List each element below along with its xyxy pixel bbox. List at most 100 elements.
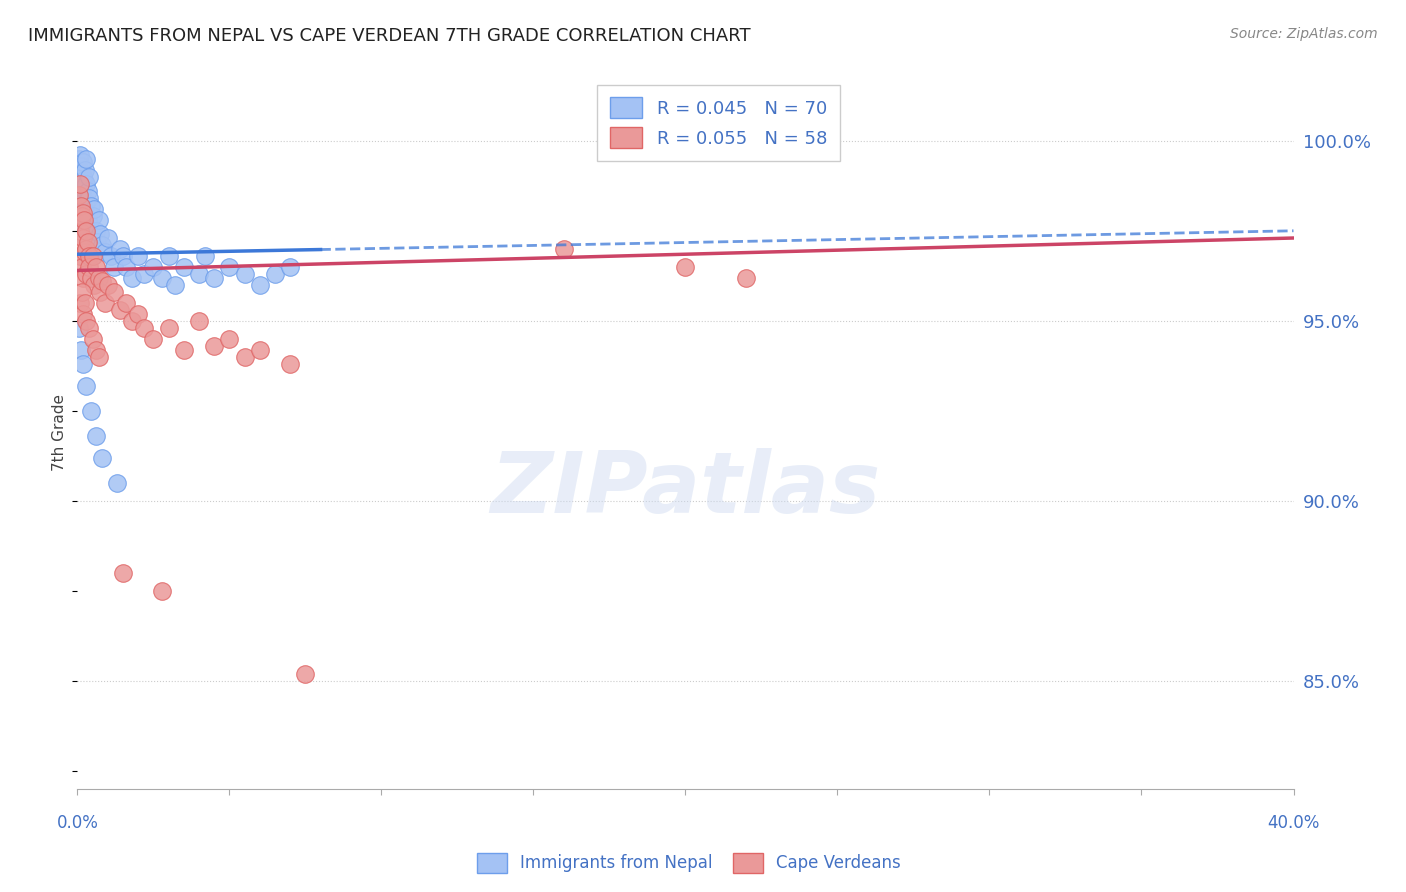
Point — [73, 213, 96, 227]
Point — [105, 476, 128, 491]
Point — [157, 249, 180, 263]
Text: ZIPatlas: ZIPatlas — [491, 448, 880, 532]
Point — [163, 277, 186, 292]
Point — [67, 177, 90, 191]
Point — [72, 270, 94, 285]
Point — [80, 404, 103, 418]
Point — [93, 296, 115, 310]
Point — [100, 249, 122, 263]
Point — [69, 177, 91, 191]
Point — [121, 314, 143, 328]
Point — [90, 450, 112, 465]
Point — [157, 321, 180, 335]
Point — [83, 277, 105, 292]
Point — [97, 231, 120, 245]
Point — [72, 180, 94, 194]
Text: IMMIGRANTS FROM NEPAL VS CAPE VERDEAN 7TH GRADE CORRELATION CHART: IMMIGRANTS FROM NEPAL VS CAPE VERDEAN 7T… — [28, 27, 751, 45]
Text: 40.0%: 40.0% — [1267, 814, 1320, 831]
Point — [87, 270, 110, 285]
Point — [194, 249, 217, 263]
Point — [79, 191, 101, 205]
Point — [70, 198, 93, 212]
Point — [134, 321, 156, 335]
Point — [97, 277, 120, 292]
Point — [218, 332, 240, 346]
Point — [69, 206, 91, 220]
Point — [83, 202, 105, 216]
Point — [115, 260, 138, 274]
Point — [67, 224, 90, 238]
Point — [79, 321, 101, 335]
Point — [70, 285, 93, 299]
Point — [553, 242, 575, 256]
Point — [84, 260, 107, 274]
Point — [89, 227, 111, 242]
Point — [218, 260, 240, 274]
Point — [73, 202, 96, 216]
Point — [89, 285, 111, 299]
Point — [75, 314, 97, 328]
Legend: R = 0.045   N = 70, R = 0.055   N = 58: R = 0.045 N = 70, R = 0.055 N = 58 — [598, 85, 839, 161]
Point — [73, 245, 96, 260]
Point — [69, 296, 91, 310]
Point — [67, 235, 90, 249]
Point — [73, 296, 96, 310]
Point — [142, 332, 165, 346]
Point — [75, 177, 97, 191]
Point — [70, 260, 93, 274]
Point — [67, 187, 90, 202]
Point — [111, 249, 134, 263]
Point — [70, 210, 93, 224]
Point — [72, 194, 94, 209]
Point — [80, 198, 103, 212]
Point — [103, 260, 125, 274]
Point — [233, 350, 256, 364]
Point — [79, 260, 101, 274]
Point — [75, 378, 97, 392]
Text: 0.0%: 0.0% — [56, 814, 98, 831]
Point — [87, 350, 110, 364]
Point — [72, 155, 94, 169]
Point — [70, 184, 93, 198]
Point — [69, 321, 91, 335]
Point — [82, 210, 104, 224]
Point — [77, 169, 100, 184]
Point — [77, 249, 100, 263]
Legend: Immigrants from Nepal, Cape Verdeans: Immigrants from Nepal, Cape Verdeans — [471, 847, 907, 880]
Point — [152, 584, 174, 599]
Point — [82, 249, 104, 263]
Point — [108, 303, 131, 318]
Point — [79, 217, 101, 231]
Point — [69, 224, 91, 238]
Point — [72, 307, 94, 321]
Point — [202, 270, 225, 285]
Point — [142, 260, 165, 274]
Point — [75, 194, 97, 209]
Point — [188, 314, 211, 328]
Point — [77, 213, 100, 227]
Point — [80, 270, 103, 285]
Point — [75, 242, 97, 256]
Point — [69, 148, 91, 162]
Point — [70, 166, 93, 180]
Y-axis label: 7th Grade: 7th Grade — [52, 394, 67, 471]
Point — [249, 277, 271, 292]
Point — [86, 235, 108, 249]
Point — [233, 267, 256, 281]
Point — [69, 162, 91, 177]
Text: Source: ZipAtlas.com: Source: ZipAtlas.com — [1230, 27, 1378, 41]
Point — [72, 357, 94, 371]
Point — [173, 260, 195, 274]
Point — [294, 667, 316, 681]
Point — [115, 296, 138, 310]
Point — [264, 267, 287, 281]
Point — [67, 152, 90, 166]
Point — [278, 260, 301, 274]
Point — [72, 169, 94, 184]
Point — [73, 173, 96, 187]
Point — [73, 162, 96, 177]
Point — [75, 152, 97, 166]
Point — [77, 235, 100, 249]
Point — [82, 249, 104, 263]
Point — [70, 227, 93, 242]
